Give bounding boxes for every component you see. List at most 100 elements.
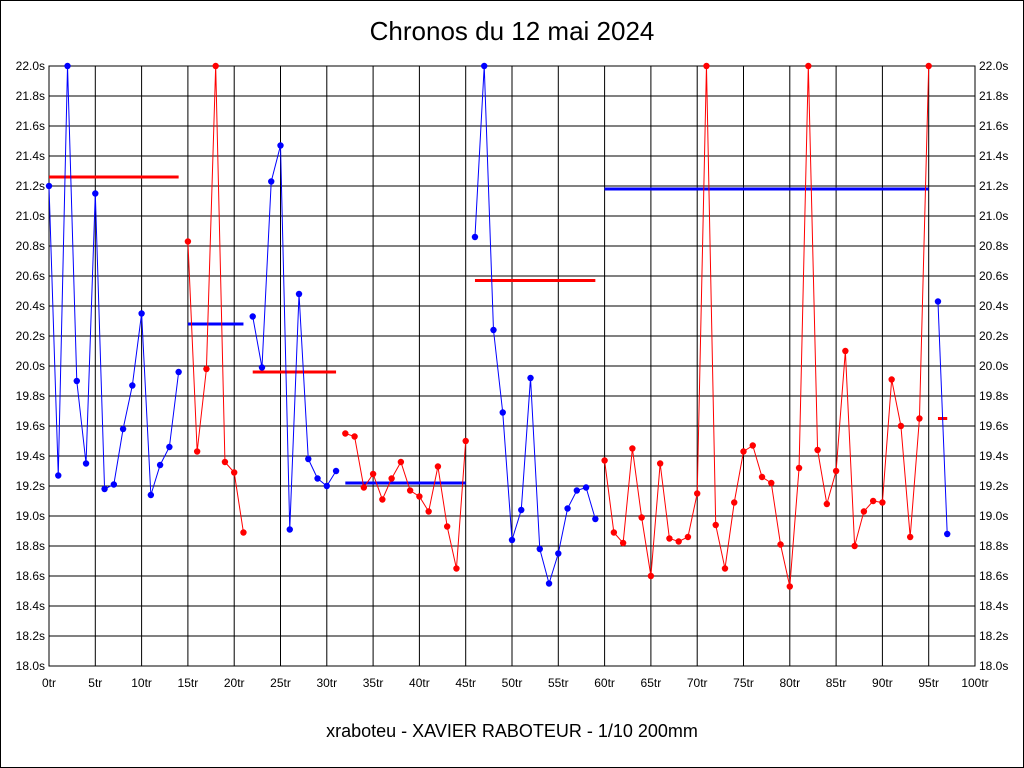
data-point: [490, 326, 497, 334]
y-tick-label-right: 21.2s: [979, 179, 1008, 193]
data-point: [147, 491, 155, 499]
data-point: [82, 460, 90, 467]
x-tick-label: 90tr: [872, 676, 893, 690]
data-point: [45, 182, 53, 190]
data-point: [703, 62, 710, 70]
y-tick-label-right: 21.0s: [979, 209, 1008, 223]
y-tick-label-right: 22.0s: [979, 59, 1008, 73]
data-point: [869, 497, 877, 505]
data-point: [425, 508, 432, 515]
data-point: [286, 526, 293, 533]
data-point: [110, 481, 118, 488]
data-point: [916, 415, 923, 422]
y-tick-label-right: 20.8s: [979, 239, 1008, 253]
data-point: [175, 368, 182, 376]
y-tick-label-left: 20.8s: [16, 239, 45, 253]
y-tick-label-left: 22.0s: [16, 59, 45, 73]
y-tick-label-left: 18.6s: [16, 569, 45, 583]
data-point: [712, 521, 719, 529]
data-point: [601, 457, 608, 464]
data-point: [925, 62, 932, 70]
y-tick-label-left: 21.2s: [16, 179, 45, 193]
data-point: [64, 62, 71, 70]
y-tick-label-left: 21.4s: [16, 149, 45, 163]
data-point: [92, 190, 99, 197]
x-tick-label: 20tr: [224, 676, 245, 690]
data-point: [55, 472, 62, 479]
data-point: [684, 533, 692, 541]
data-point: [434, 463, 442, 470]
data-point: [73, 377, 80, 385]
data-point: [656, 460, 664, 467]
y-tick-label-left: 19.6s: [16, 419, 45, 433]
y-tick-label-left: 18.2s: [16, 629, 45, 643]
data-point: [536, 545, 543, 553]
data-point: [119, 425, 127, 433]
x-tick-label: 55tr: [548, 676, 569, 690]
data-point: [231, 469, 238, 476]
x-tick-label: 25tr: [270, 676, 291, 690]
data-point: [805, 62, 812, 70]
data-point: [481, 62, 488, 70]
plot-border: [48, 65, 976, 667]
data-point: [369, 470, 377, 478]
series-line: [187, 65, 244, 533]
data-point: [555, 550, 562, 557]
data-point: [842, 347, 849, 355]
data-point: [944, 530, 951, 538]
data-point: [193, 448, 201, 455]
data-point: [758, 473, 766, 481]
y-tick-label-right: 18.0s: [979, 659, 1008, 673]
data-point: [592, 515, 599, 523]
data-point: [934, 298, 942, 305]
chart-title: Chronos du 12 mai 2024: [369, 16, 655, 46]
data-point: [675, 538, 682, 545]
x-tick-label: 50tr: [502, 676, 523, 690]
data-point: [777, 541, 784, 548]
y-tick-label-right: 19.8s: [979, 389, 1008, 403]
data-point: [406, 487, 414, 494]
y-tick-label-left: 19.2s: [16, 479, 45, 493]
x-tick-label: 95tr: [918, 676, 939, 690]
series-line: [252, 145, 337, 530]
data-point: [545, 580, 553, 587]
x-tick-label: 40tr: [409, 676, 430, 690]
data-point: [184, 238, 192, 245]
data-point: [138, 310, 145, 317]
data-point: [888, 376, 895, 383]
data-point: [879, 499, 886, 506]
data-point: [295, 290, 303, 298]
data-point: [129, 382, 136, 389]
data-point: [619, 539, 627, 547]
x-tick-label: 65tr: [641, 676, 662, 690]
y-tick-label-right: 21.4s: [979, 149, 1008, 163]
series-line: [937, 301, 948, 535]
data-point: [212, 62, 219, 70]
y-tick-label-right: 18.2s: [979, 629, 1008, 643]
x-tick-label: 85tr: [826, 676, 847, 690]
data-point: [249, 313, 256, 320]
data-point: [499, 409, 506, 416]
y-tick-label-left: 21.6s: [16, 119, 45, 133]
data-point: [351, 433, 358, 440]
y-tick-label-right: 19.0s: [979, 509, 1008, 523]
data-point: [582, 484, 590, 491]
y-tick-label-left: 21.8s: [16, 89, 45, 103]
data-point: [823, 500, 831, 508]
y-tick-label-right: 19.4s: [979, 449, 1008, 463]
data-point: [443, 523, 451, 530]
data-point: [360, 484, 368, 491]
data-point: [518, 506, 525, 514]
x-tick-label: 10tr: [131, 676, 152, 690]
data-point: [156, 461, 164, 469]
data-point: [332, 467, 340, 475]
y-tick-label-left: 19.8s: [16, 389, 45, 403]
data-point: [860, 508, 868, 515]
data-point: [564, 505, 571, 512]
data-point: [897, 422, 905, 430]
data-point: [471, 233, 479, 241]
data-point: [573, 487, 581, 494]
y-tick-label-right: 18.6s: [979, 569, 1008, 583]
data-point: [814, 446, 821, 454]
